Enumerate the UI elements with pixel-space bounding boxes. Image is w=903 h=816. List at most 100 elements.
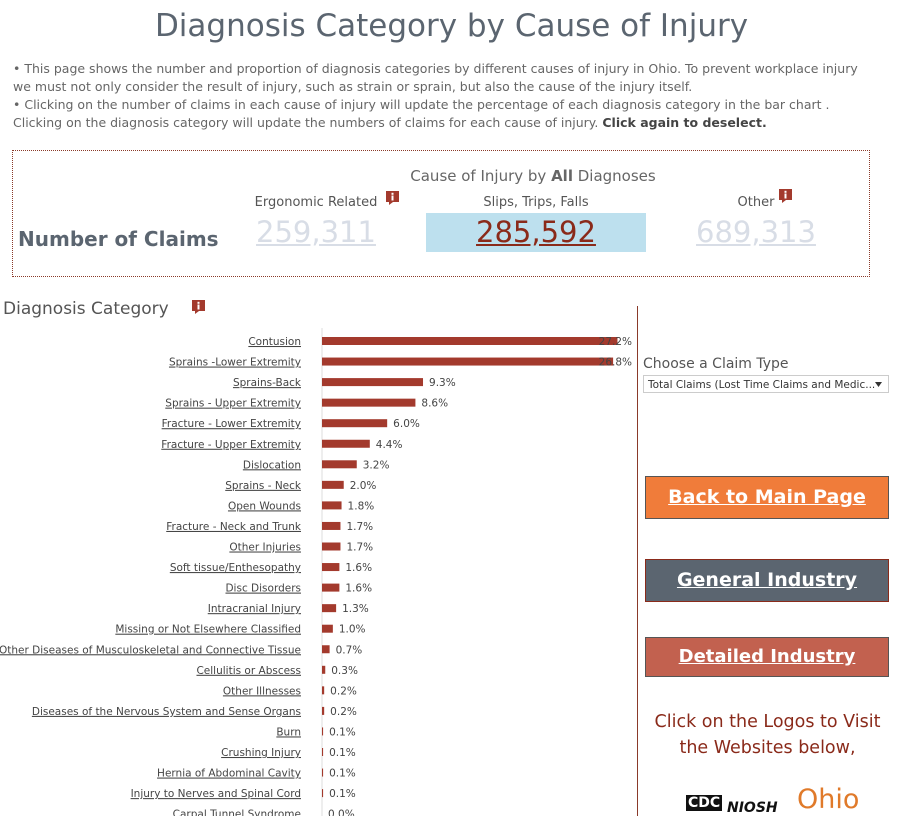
bar (322, 686, 325, 695)
bar (322, 748, 324, 756)
value-label: 1.8% (348, 500, 375, 512)
panel-heading: Cause of Injury by All Diagnoses (13, 167, 903, 185)
niosh-logo[interactable]: NIOSH (727, 800, 778, 816)
category-label[interactable]: Disc Disorders (225, 583, 301, 595)
bar (322, 583, 340, 592)
intro-bold: Click again to deselect. (602, 115, 767, 130)
info-icon[interactable] (386, 191, 399, 205)
claims-panel: Cause of Injury by All Diagnoses Number … (12, 150, 870, 277)
category-label[interactable]: Sprains -Lower Extremity (169, 357, 301, 369)
value-label: 1.7% (346, 542, 373, 554)
bar (322, 727, 324, 736)
general-industry-button[interactable]: General Industry Results (645, 559, 889, 632)
bar (322, 624, 333, 633)
value-label: 0.1% (329, 788, 356, 800)
value-label: 4.4% (376, 439, 403, 451)
value-label: 2.0% (350, 480, 377, 492)
bar (322, 768, 324, 777)
bar (322, 460, 357, 469)
category-label[interactable]: Soft tissue/Enthesopathy (170, 562, 301, 574)
category-label[interactable]: Crushing Injury (221, 747, 301, 759)
category-label[interactable]: Burn (276, 726, 301, 738)
value-label: 1.3% (342, 603, 369, 615)
category-label[interactable]: Contusion (248, 336, 301, 348)
heading-text: Diagnoses (572, 167, 656, 185)
category-label[interactable]: Other Diseases of Musculoskeletal and Co… (0, 644, 301, 656)
category-label[interactable]: Intracranial Injury (208, 603, 301, 615)
logo-note: Click on the Logos to Visit the Websites… (654, 712, 881, 758)
bar (322, 521, 341, 530)
category-label[interactable]: Injury to Nerves and Spinal Cord (131, 788, 301, 800)
info-icon[interactable] (779, 189, 792, 203)
category-label[interactable]: Open Wounds (228, 500, 301, 512)
intro-line: • This page shows the number and proport… (13, 61, 858, 94)
bar (322, 789, 324, 798)
value-label: 27.2% (599, 336, 632, 348)
bar (322, 378, 424, 387)
value-label: 26.8% (599, 357, 632, 369)
main-page-button[interactable]: Back to Main Page (645, 476, 889, 519)
bar (322, 563, 340, 572)
intro: • This page shows the number and proport… (13, 60, 873, 132)
category-label[interactable]: Carpal Tunnel Syndrome (173, 809, 301, 816)
bar (322, 645, 330, 654)
value-label: 8.6% (421, 398, 448, 410)
bar (322, 501, 342, 510)
intro-text: • Clicking on the number of claims in ea… (13, 97, 830, 130)
category-label[interactable]: Hernia of Abdominal Cavity (157, 768, 301, 780)
dropdown-value: Total Claims (Lost Time Claims and Medic… (648, 379, 876, 391)
bar (322, 480, 344, 489)
category-label[interactable]: Fracture - Upper Extremity (161, 439, 301, 451)
heading-bold: All (551, 167, 573, 185)
ohio-logo[interactable]: Ohio (797, 784, 860, 815)
claims-value[interactable]: 285,592 (476, 215, 596, 249)
value-label: 0.2% (330, 685, 357, 697)
bar (322, 357, 614, 366)
divider (637, 306, 638, 816)
value-label: 0.7% (336, 644, 363, 656)
value-label: 0.3% (331, 665, 358, 677)
value-label: 9.3% (429, 377, 456, 389)
value-label: 6.0% (393, 418, 420, 430)
value-label: 1.6% (345, 562, 372, 574)
value-label: 3.2% (363, 459, 390, 471)
category-label[interactable]: Dislocation (243, 459, 301, 471)
category-label[interactable]: Fracture - Lower Extremity (162, 418, 301, 430)
value-label: 1.7% (346, 521, 373, 533)
bar (322, 665, 326, 674)
info-icon[interactable] (192, 300, 205, 314)
category-label[interactable]: Diseases of the Nervous System and Sense… (32, 706, 301, 718)
category-label[interactable]: Fracture - Neck and Trunk (166, 521, 302, 533)
value-label: 0.0% (328, 809, 355, 816)
page-title: Diagnosis Category by Cause of Injury (154, 8, 749, 44)
bar (322, 542, 341, 551)
bar (322, 706, 325, 715)
cdc-logo[interactable]: CDC (686, 795, 723, 811)
detailed-industry-button[interactable]: Detailed Industry Results (645, 637, 889, 705)
cause-name: Slips, Trips, Falls (483, 195, 589, 210)
category-label[interactable]: Sprains - Neck (225, 480, 302, 492)
selected-highlight (426, 213, 646, 252)
row-label: Number of Claims (18, 227, 219, 251)
category-label[interactable]: Sprains-Back (233, 377, 302, 389)
dropdown-arrow (875, 382, 882, 387)
bar (322, 604, 337, 613)
cause-name: Other (737, 195, 775, 210)
value-label: 1.0% (339, 624, 366, 636)
bar (322, 419, 388, 428)
claim-type-dropdown[interactable]: Total Claims (Lost Time Claims and Medic… (643, 375, 889, 393)
bar (322, 337, 618, 345)
category-label[interactable]: Sprains - Upper Extremity (165, 398, 301, 410)
bar (322, 439, 370, 448)
cause-name: Ergonomic Related (254, 195, 378, 210)
claims-value[interactable]: 689,313 (696, 215, 816, 249)
category-label[interactable]: Other Injuries (229, 542, 301, 554)
category-label[interactable]: Missing or Not Elsewhere Classified (115, 624, 301, 636)
value-label: 0.1% (329, 768, 356, 780)
category-label[interactable]: Other Illnesses (223, 685, 301, 697)
category-label[interactable]: Cellulitis or Abscess (196, 665, 301, 677)
value-label: 0.1% (329, 747, 356, 759)
value-label: 0.2% (330, 706, 357, 718)
claims-value[interactable]: 259,311 (256, 215, 376, 249)
